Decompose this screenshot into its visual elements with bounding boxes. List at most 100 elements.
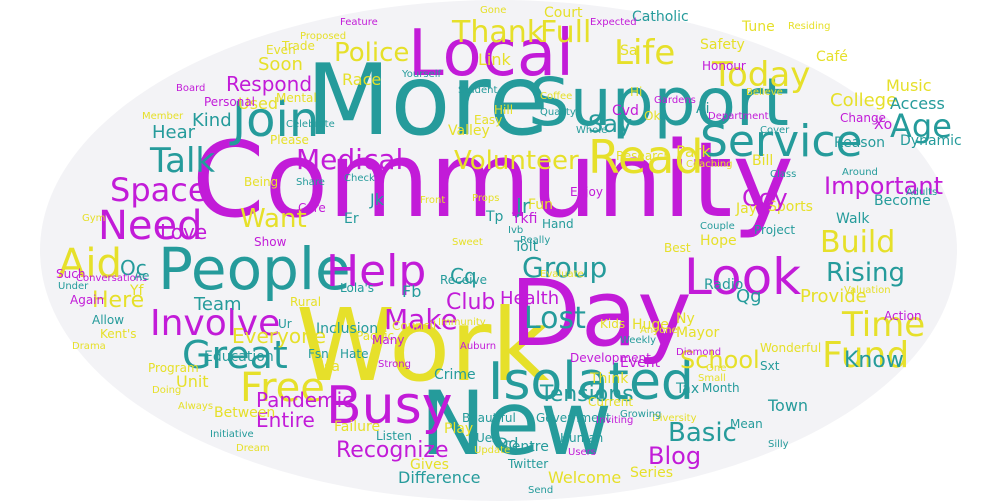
word-student: Student [458, 85, 498, 96]
word-time: Time [842, 305, 926, 345]
word-qg: Qg [736, 286, 762, 307]
word-inclusion: Inclusion [316, 321, 379, 337]
word-sweet: Sweet [452, 237, 483, 248]
word-gone: Gone [480, 5, 507, 16]
word-growing: Growing [620, 409, 662, 420]
word-hill: Hill [494, 103, 514, 117]
word-space: Space [110, 171, 208, 209]
word-care: Care [298, 201, 326, 215]
word-kents: Kent's [100, 327, 137, 341]
word-safety: Safety [700, 37, 745, 53]
word-pandemic: Pandemic [256, 388, 354, 412]
word-auburn: Auburn [460, 341, 497, 352]
word-users: Users [568, 447, 597, 458]
word-feature: Feature [340, 17, 378, 28]
word-send: Send [528, 485, 554, 496]
word-again: Again [70, 293, 105, 307]
word-action: Action [884, 309, 922, 323]
word-today: Today [712, 55, 811, 95]
word-pacific: Pacific [356, 329, 395, 343]
word-ae: Ae [134, 269, 150, 283]
word-dream: Dream [236, 443, 270, 454]
word-valuation: Valuation [844, 285, 891, 296]
word-even: Even [266, 43, 296, 57]
word-new: New [420, 372, 612, 475]
word-involve: Involve [150, 303, 281, 344]
word-such: Such [56, 267, 86, 281]
word-allow: Allow [92, 313, 125, 327]
word-know: Know [844, 348, 904, 373]
word-health: Health [500, 288, 560, 309]
word-court: Court [544, 5, 583, 21]
word-yf: Yf [130, 283, 144, 299]
word-uex: Uex [476, 431, 500, 445]
word-month: Month [702, 381, 740, 395]
word-group: Group [522, 251, 608, 284]
word-love: Love [160, 220, 208, 244]
word-er: Er [344, 211, 359, 227]
word-lola: Lola's [340, 281, 375, 295]
word-unit: Unit [176, 372, 209, 391]
word-doing: Doing [152, 385, 182, 396]
word-project: Project [754, 223, 796, 237]
word-research: Research [616, 149, 672, 163]
word-couple: Couple [700, 221, 735, 232]
word-cq: Cq [450, 264, 477, 288]
word-welcome: Welcome [548, 468, 622, 487]
word-ny: Ny [676, 311, 695, 327]
word-hate: Hate [340, 347, 369, 361]
word-many: Many [372, 333, 405, 347]
word-think: Think [590, 371, 629, 387]
word-tkfi: Tkfi [512, 211, 538, 227]
word-initiative: Initiative [210, 429, 254, 440]
word-support: Support [528, 64, 789, 141]
word-here: Here [92, 288, 145, 313]
word-cvd: Cvd [612, 103, 639, 119]
word-tp: Tp [486, 209, 504, 225]
word-coaching: Coaching [686, 159, 733, 170]
word-twitter: Twitter [508, 457, 549, 471]
word-fb: Fb [402, 282, 422, 301]
word-park: Park [676, 142, 711, 161]
word-honour: Honour [702, 59, 746, 73]
word-everyone: Everyone [232, 324, 327, 348]
word-hope: Hope [700, 233, 737, 249]
word-share: Share [296, 177, 325, 188]
word-centre: Centre [502, 439, 549, 455]
word-human: Human [560, 431, 604, 445]
word-kids: Kids [600, 317, 626, 331]
word-listen: Listen [376, 429, 412, 443]
word-change: Change [840, 111, 886, 125]
word-catholic: Catholic [632, 9, 689, 25]
word-bill: Bill [752, 153, 774, 169]
word-help: Help [326, 246, 427, 297]
word-tune: Tune [742, 19, 775, 35]
word-series: Series [630, 465, 674, 481]
word-ok: Ok [644, 109, 661, 123]
word-huge: Huge [632, 317, 669, 333]
word-community: Community [192, 119, 794, 241]
word-town: Town [768, 396, 809, 415]
word-one: One [706, 363, 727, 374]
word-sports: Sports [768, 199, 813, 215]
word-dynamic: Dynamic [900, 133, 962, 149]
word-beautiful: Beautiful [462, 411, 516, 425]
word-fsn: Fsn [308, 347, 329, 361]
word-best: Best [664, 241, 691, 255]
word-team: Team [194, 294, 242, 315]
word-isolated: Isolated [488, 352, 694, 412]
word-service: Service [700, 116, 863, 167]
word-look: Look [684, 248, 802, 306]
word-whole: Whole [576, 125, 608, 136]
word-free: Free [240, 365, 325, 411]
word-gives: Gives [410, 457, 449, 473]
word-tolt: Tolt [514, 239, 539, 255]
word-build: Build [820, 225, 896, 260]
word-hi: Hi [630, 85, 643, 99]
word-immunity: Immunity [438, 317, 486, 328]
word-anyone: Anyone [640, 325, 678, 336]
word-xo: Xo [874, 117, 893, 133]
word-talk: Talk [150, 141, 216, 181]
word-coy: Coy [742, 184, 788, 212]
word-used: Used [238, 94, 279, 113]
